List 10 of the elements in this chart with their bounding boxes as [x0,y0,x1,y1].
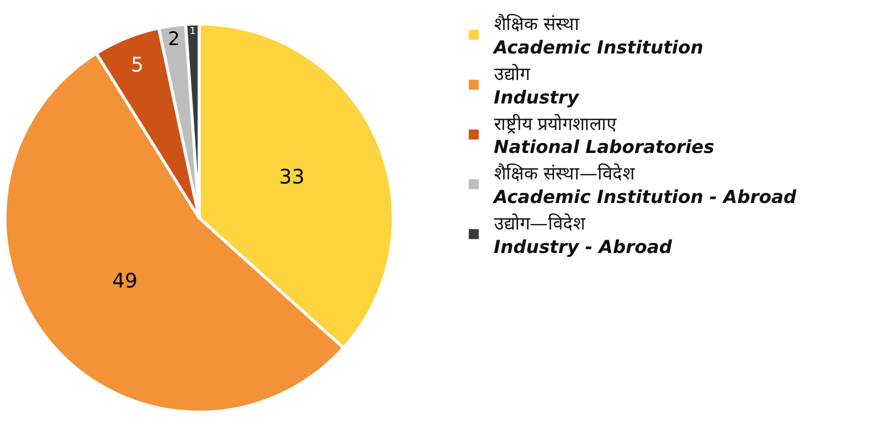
legend-label: शैक्षिक संस्था—विदेश Academic Institution - Abroad [492,162,798,208]
legend-label: राष्ट्रीय प्रयोगशालाए National Laboratories [494,112,715,158]
data-label: 33 [279,164,305,189]
data-label: 1 [190,26,196,37]
data-label: 2 [168,28,180,50]
data-label: 49 [112,268,138,292]
data-label: 5 [130,52,144,77]
legend-label: शैक्षिक संस्था Academic Institution [492,13,704,59]
legend-label: उद्योग—विदेश Industry - Abroad [494,212,674,258]
legend-label: उद्योग Industry [494,63,580,108]
